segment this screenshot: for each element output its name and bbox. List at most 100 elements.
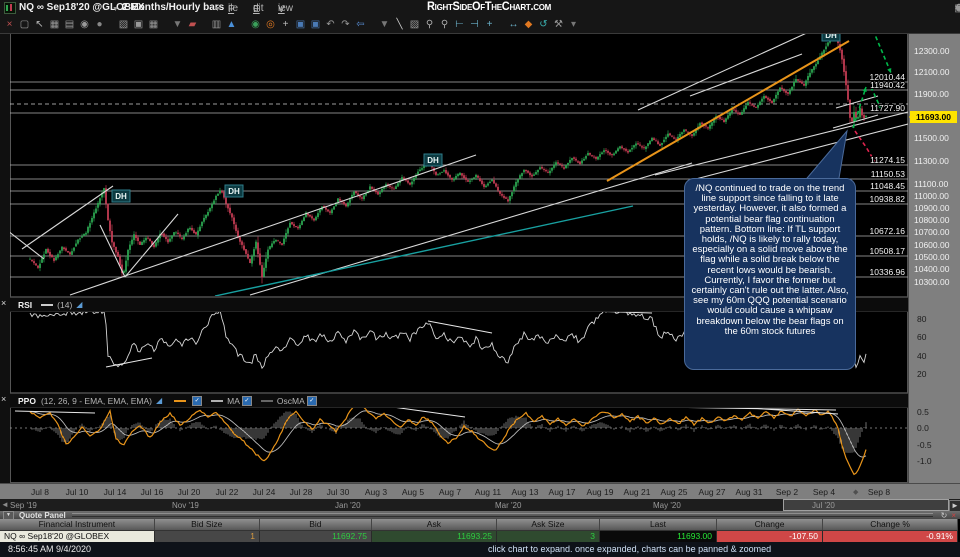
quote-col-bid-size[interactable]: Bid Size <box>155 519 260 530</box>
tool-caret-icon[interactable]: ▼ <box>172 18 183 30</box>
trendline[interactable] <box>124 213 179 278</box>
print-icon[interactable]: ▤ <box>64 18 75 30</box>
quote-col-bid[interactable]: Bid <box>260 519 372 530</box>
timeframe-selector[interactable]: 2 Months/Hourly bars <box>122 2 225 13</box>
price-panel[interactable] <box>8 26 908 296</box>
pane2-icon[interactable]: ▣ <box>310 18 321 30</box>
ppo-legend-checkbox[interactable]: ✓ <box>192 395 203 406</box>
channel-icon[interactable]: ▨ <box>409 18 420 30</box>
divergent-high-marker[interactable] <box>423 153 443 167</box>
link-icon[interactable]: ∞ <box>955 3 960 14</box>
trendline[interactable] <box>214 205 634 296</box>
trendline[interactable] <box>21 185 114 250</box>
price-level-label: 10938.82 <box>870 194 906 204</box>
divergent-high-marker[interactable] <box>224 184 244 198</box>
trendline[interactable] <box>637 26 822 111</box>
trendline[interactable] <box>606 40 850 182</box>
close-chart-icon[interactable]: × <box>6 18 13 30</box>
quote-close-icon[interactable]: × <box>951 510 956 520</box>
triangle-icon[interactable]: ▲ <box>226 18 237 30</box>
ppo-trendline[interactable] <box>349 401 466 418</box>
annotate-icon[interactable]: ▰ <box>188 18 197 30</box>
globe-icon[interactable]: ◉ <box>251 18 260 30</box>
month-label: Jul '20 <box>812 501 835 510</box>
rsi-panel-header: RSI (14) ◢ <box>10 297 908 312</box>
measure-left-icon[interactable]: ⊢ <box>455 18 464 30</box>
tool-caret3-icon[interactable]: ▾ <box>570 18 577 30</box>
trendline-icon[interactable]: ╲ <box>396 18 403 30</box>
trendline[interactable] <box>687 123 908 182</box>
close-icon[interactable]: × <box>956 3 960 14</box>
rsi-close-icon[interactable]: × <box>1 298 7 308</box>
ppo-trendline[interactable] <box>14 410 96 414</box>
gear-icon[interactable]: ⚙ <box>954 3 960 14</box>
trendline[interactable] <box>8 231 45 260</box>
pin-caret-icon[interactable]: ▾ <box>956 3 960 14</box>
instrument-selector[interactable]: NQ ∞ Sep18'20 @GLOBEX <box>19 2 145 13</box>
image-icon[interactable]: ▧ <box>118 18 129 30</box>
crosshair-icon[interactable]: + <box>282 18 289 30</box>
undo-icon[interactable]: ↶ <box>326 18 335 30</box>
date-label: Aug 19 <box>586 487 614 497</box>
divergent-high-marker[interactable] <box>111 189 131 203</box>
quote-col-change-[interactable]: Change % <box>823 519 958 530</box>
ppo-legend-checkbox[interactable]: ✓ <box>306 395 317 406</box>
trendline[interactable] <box>654 111 908 176</box>
contract-expiry-icon: ◆ <box>853 489 859 496</box>
rsi-axis-tick: 60 <box>917 332 927 342</box>
zoom-in-icon[interactable]: ⚲ <box>425 18 434 30</box>
date-axis[interactable]: Jul 8 Jul 10 Jul 14 Jul 16 Jul 20 Jul 22 Jul 2… <box>0 483 960 500</box>
trendline[interactable] <box>835 95 879 109</box>
trendline[interactable] <box>832 114 879 129</box>
volume-bars-icon[interactable]: ▥ <box>211 18 222 30</box>
rsi-trendline[interactable] <box>427 320 493 334</box>
wrench-icon[interactable]: ⚒ <box>554 18 563 30</box>
ppo-pointer-icon[interactable]: ◢ <box>155 396 163 405</box>
timeframe-caret-icon[interactable]: ▼ <box>214 6 221 13</box>
trendline[interactable] <box>69 154 477 296</box>
grid-icon[interactable]: ▦ <box>49 18 60 30</box>
pointer-icon[interactable]: ↖ <box>35 18 44 30</box>
quote-col-financial-instrument[interactable]: Financial Instrument <box>0 519 155 530</box>
instrument-caret-icon[interactable]: ▼ <box>112 6 119 13</box>
expand-icon[interactable]: ↔ <box>508 18 519 30</box>
trendline[interactable] <box>99 224 126 278</box>
ppo-close-icon[interactable]: × <box>1 394 7 404</box>
price-axis[interactable]: 12500.0012300.0012100.0011900.0011500.00… <box>908 25 960 483</box>
window-icon[interactable]: ▣ <box>133 18 144 30</box>
marquee-select-icon[interactable]: ▢ <box>19 18 30 30</box>
tool-caret2-icon[interactable]: ▼ <box>379 18 390 30</box>
ppo-axis-tick: 0.5 <box>917 407 929 417</box>
pin-icon[interactable]: ⚲ <box>955 3 960 14</box>
rsi-pointer-icon[interactable]: ◢ <box>76 300 83 309</box>
quote-refresh-icon[interactable]: ↻ <box>940 510 948 520</box>
rsi-trendline[interactable] <box>105 357 153 368</box>
quote-col-change[interactable]: Change <box>717 519 824 530</box>
scrollbar-thumb[interactable] <box>783 499 949 511</box>
layout-icon[interactable]: ▦ <box>148 18 159 30</box>
crosshair2-icon[interactable]: + <box>486 18 493 30</box>
rotate-icon[interactable]: ↺ <box>539 18 548 30</box>
target-icon[interactable]: ◎ <box>266 18 275 30</box>
back-icon[interactable]: ⇦ <box>356 18 365 30</box>
price-axis-tick: 10900.00 <box>914 203 950 213</box>
pane-icon[interactable]: ▣ <box>295 18 306 30</box>
quote-table-row[interactable]: NQ ∞ Sep18'20 @GLOBEX 1 11692.75 11693.25 3 1… <box>0 531 958 542</box>
measure-right-icon[interactable]: ⊣ <box>470 18 479 30</box>
timeline-scrollbar[interactable]: ◄ ► Sep '19 Nov '19 Jan '20 Mar '20 May '20 J… <box>0 499 960 512</box>
quote-col-ask[interactable]: Ask <box>372 519 497 530</box>
pie-icon[interactable]: ◉ <box>80 18 89 30</box>
zoom-out-icon[interactable]: ⚲ <box>440 18 449 30</box>
restore-icon[interactable]: ▣ <box>954 3 960 14</box>
polygon-icon[interactable]: ◆ <box>524 18 533 30</box>
quote-col-last[interactable]: Last <box>600 519 717 530</box>
ppo-legend-checkbox[interactable]: ✓ <box>241 395 252 406</box>
circle-icon[interactable]: ● <box>96 18 103 30</box>
trendline[interactable] <box>689 53 803 97</box>
scroll-left-icon[interactable]: ◄ <box>1 500 9 509</box>
quote-col-ask-size[interactable]: Ask Size <box>497 519 600 530</box>
redo-icon[interactable]: ↷ <box>341 18 350 30</box>
